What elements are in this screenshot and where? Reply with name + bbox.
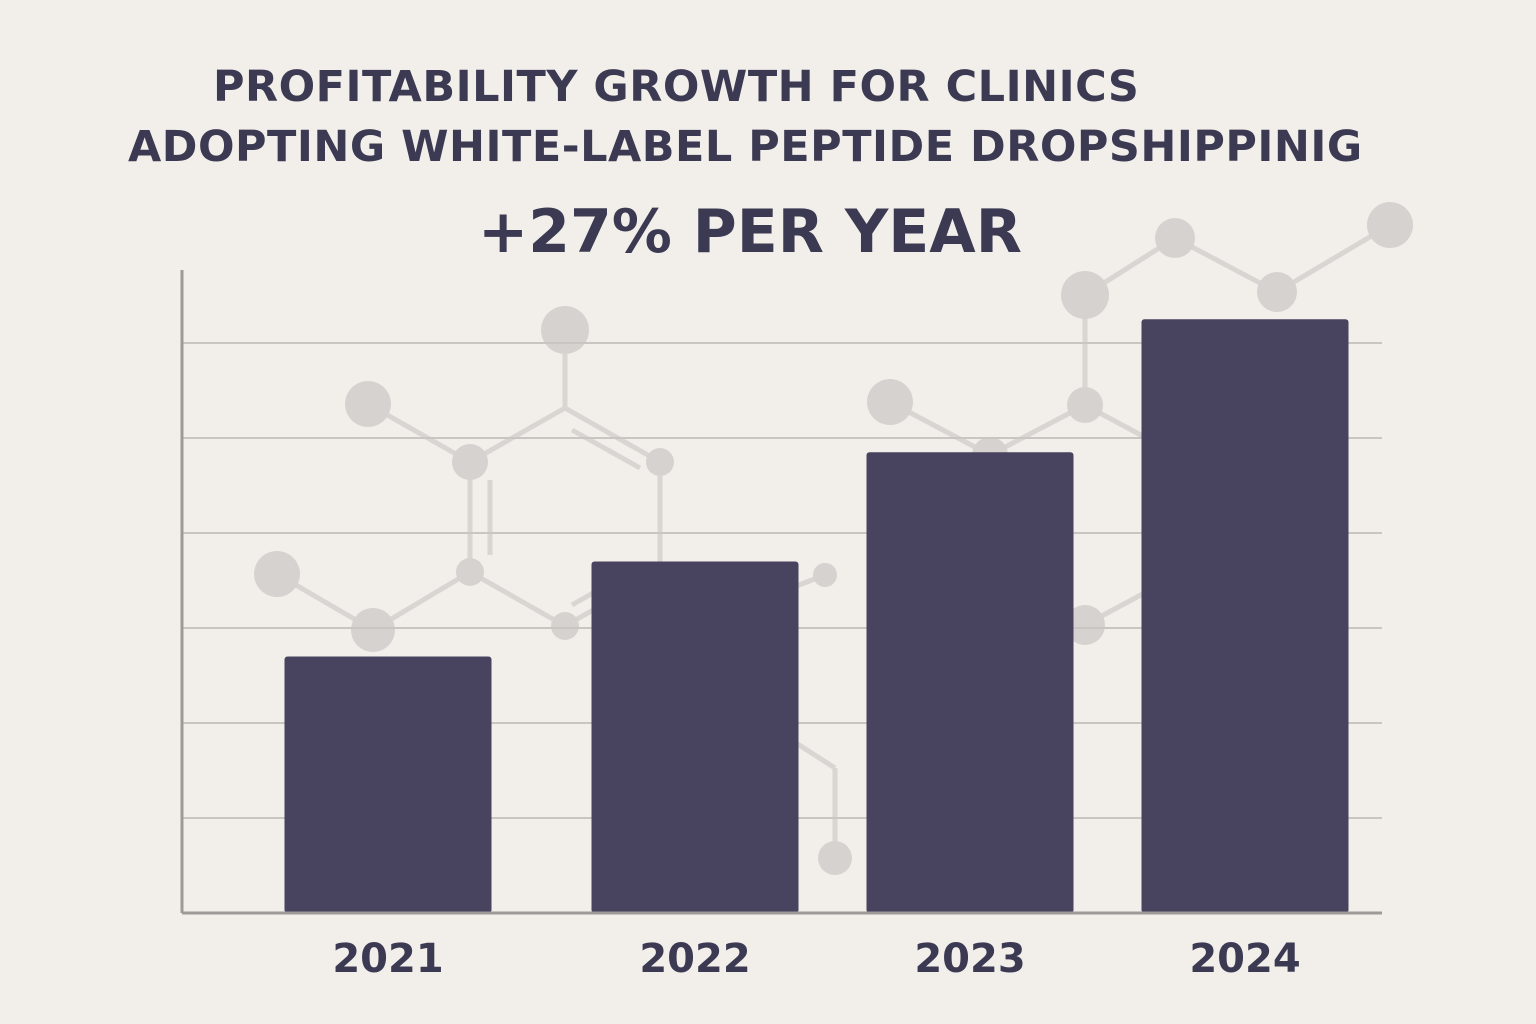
- molecule-atoms-icon: [254, 202, 1413, 875]
- x-tick-label-2023: 2023: [914, 936, 1025, 982]
- bar-2021: [284, 656, 492, 913]
- x-tick-label-2024: 2024: [1189, 936, 1300, 982]
- chart-title-line-1: PROFITABILITY GROWTH FOR CLINICS: [213, 62, 1140, 112]
- bar-2024: [1141, 319, 1349, 913]
- axes: [180, 270, 1382, 915]
- bar-2022: [591, 561, 799, 913]
- chart-subtitle: +27% PER YEAR: [478, 197, 1022, 267]
- x-tick-label-2022: 2022: [639, 936, 750, 982]
- chart-title-line-2: ADOPTING WHITE-LABEL PEPTIDE DROPSHIPPIN…: [128, 122, 1363, 172]
- x-tick-labels: 2021 2022 2023 2024: [332, 936, 1300, 982]
- x-tick-label-2021: 2021: [332, 936, 443, 982]
- bar-2023: [866, 452, 1074, 913]
- bars-group: [284, 319, 1349, 913]
